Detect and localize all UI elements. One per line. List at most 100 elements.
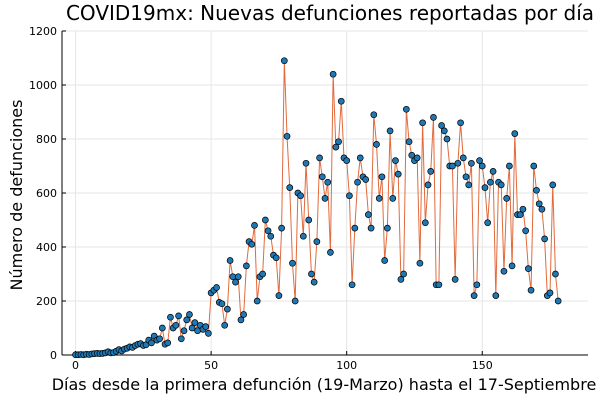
data-point xyxy=(335,138,342,146)
data-point xyxy=(183,316,191,324)
data-point xyxy=(272,254,280,262)
data-point xyxy=(367,224,375,232)
y-tick-label: 1200 xyxy=(29,25,57,38)
data-point xyxy=(218,300,226,308)
data-point xyxy=(286,184,294,191)
data-point xyxy=(316,154,323,162)
data-point xyxy=(500,267,508,275)
data-point xyxy=(538,205,546,213)
data-point xyxy=(489,168,497,175)
data-point xyxy=(302,159,310,167)
data-point xyxy=(470,292,478,299)
data-point xyxy=(186,311,193,318)
data-point xyxy=(530,162,538,170)
data-point xyxy=(243,262,250,270)
data-point xyxy=(451,276,459,283)
data-point xyxy=(430,114,437,121)
tick-labels: 0 50 100 150 0 200 400 600 800 1000 1200 xyxy=(29,25,493,372)
data-point xyxy=(202,323,210,330)
data-point xyxy=(400,270,407,278)
data-point xyxy=(329,70,337,78)
data-point xyxy=(516,211,524,218)
y-axis-label: Número de defunciones xyxy=(7,100,26,291)
data-point xyxy=(392,157,399,164)
data-point xyxy=(381,257,388,264)
data-point xyxy=(497,181,505,189)
y-tick-label: 400 xyxy=(36,241,57,254)
data-point xyxy=(370,111,378,119)
y-tick-label: 1000 xyxy=(29,79,57,92)
data-point xyxy=(343,157,351,164)
data-point xyxy=(194,327,201,335)
data-point xyxy=(389,195,397,202)
data-point xyxy=(177,335,185,343)
data-point xyxy=(397,276,405,283)
data-point xyxy=(337,97,345,105)
data-point xyxy=(546,289,554,297)
data-point xyxy=(278,224,285,232)
data-point xyxy=(462,173,470,181)
data-point xyxy=(289,259,296,267)
data-point xyxy=(167,313,174,321)
data-point xyxy=(468,159,475,167)
data-point xyxy=(541,235,548,243)
data-point xyxy=(262,216,269,224)
data-point xyxy=(378,173,386,181)
data-point xyxy=(248,240,256,248)
data-point xyxy=(503,195,511,202)
data-point xyxy=(356,154,364,162)
data-point xyxy=(264,227,272,235)
data-point xyxy=(362,176,370,183)
data-point xyxy=(348,281,356,289)
data-point xyxy=(313,238,321,245)
data-point xyxy=(386,127,394,135)
data-point xyxy=(413,154,421,162)
data-point xyxy=(487,178,494,186)
y-tick-label: 200 xyxy=(36,295,57,308)
data-point xyxy=(457,119,464,127)
y-tick-label: 600 xyxy=(36,187,57,200)
data-point xyxy=(484,219,492,227)
data-point xyxy=(354,178,361,186)
chart-title: COVID19mx: Nuevas defunciones reportadas… xyxy=(66,1,594,25)
series-line xyxy=(75,60,559,356)
data-point xyxy=(180,327,188,335)
data-point xyxy=(205,330,212,337)
data-point xyxy=(435,281,443,289)
data-point xyxy=(419,119,426,127)
data-point xyxy=(365,211,372,218)
data-point xyxy=(148,339,155,347)
data-point xyxy=(253,297,261,305)
data-point xyxy=(402,105,410,113)
data-point xyxy=(405,138,413,146)
data-point xyxy=(305,216,313,224)
data-point xyxy=(351,224,359,232)
data-point xyxy=(524,265,532,272)
data-point xyxy=(440,127,448,135)
data-point xyxy=(375,195,383,202)
data-point xyxy=(506,162,513,170)
data-point xyxy=(267,232,275,240)
data-point xyxy=(421,219,429,227)
x-tick-label: 0 xyxy=(72,359,79,372)
data-point xyxy=(519,205,527,213)
data-point xyxy=(237,316,245,324)
data-point xyxy=(511,130,519,137)
data-point xyxy=(443,135,451,143)
data-point xyxy=(164,339,172,347)
data-point xyxy=(259,270,266,278)
data-point xyxy=(346,192,353,200)
data-point xyxy=(156,335,163,343)
x-tick-label: 100 xyxy=(336,359,357,372)
data-point xyxy=(158,324,166,332)
series-new-deaths xyxy=(72,57,562,359)
data-point xyxy=(533,186,540,194)
data-point xyxy=(188,324,196,332)
data-point xyxy=(549,181,557,189)
data-point xyxy=(465,181,473,189)
data-point xyxy=(327,249,334,256)
data-point xyxy=(416,259,424,267)
grid-lines xyxy=(62,30,588,356)
data-point xyxy=(384,224,391,232)
y-tick-label: 0 xyxy=(50,349,57,362)
